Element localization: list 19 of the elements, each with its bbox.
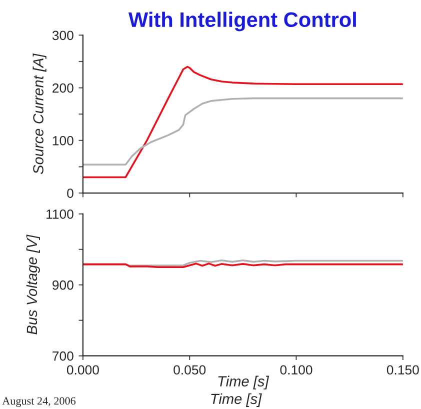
y-tick-label: 300: [52, 30, 74, 40]
y-tick-label: 900: [52, 280, 74, 290]
x-tick-label: 0.050: [174, 365, 206, 375]
x-tick-label: 0.100: [280, 365, 312, 375]
text: August 24, 2006: [2, 397, 76, 407]
line-series: [82, 66, 403, 178]
line-series: [82, 97, 403, 166]
y-tick-label: 0: [67, 188, 74, 198]
y-axis-title: Bus Voltage [V]: [26, 234, 40, 334]
x-tick-label: 0.150: [386, 365, 419, 375]
y-axis-title: Source Current [A]: [32, 53, 46, 174]
y-tick-label: 100: [52, 136, 74, 146]
y-tick-label: 200: [52, 83, 74, 93]
y-tick-label: 700: [52, 351, 74, 361]
text: Time [s]: [211, 393, 262, 407]
chart-title: With Intelligent Control: [128, 12, 356, 32]
y-tick-label: 1100: [46, 209, 74, 219]
x-tick-label: 0.000: [66, 365, 99, 375]
x-axis-title: Time [s]: [218, 376, 270, 390]
